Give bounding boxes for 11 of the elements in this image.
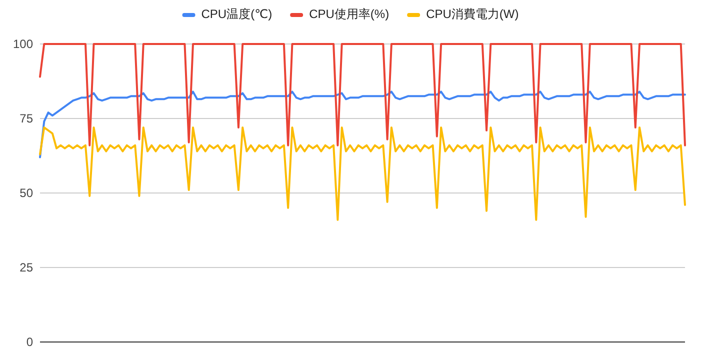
legend-label: CPU温度(℃) xyxy=(201,7,272,21)
y-tick-label: 100 xyxy=(12,37,34,51)
y-tick-label: 25 xyxy=(20,260,34,274)
y-tick-label: 75 xyxy=(20,112,34,126)
legend-label: CPU使用率(%) xyxy=(309,7,390,21)
y-tick-label: 0 xyxy=(26,335,34,349)
legend-label: CPU消費電力(W) xyxy=(426,7,519,21)
y-tick-label: 50 xyxy=(20,186,34,200)
line-series xyxy=(39,43,686,146)
line-series xyxy=(39,90,686,158)
line-series xyxy=(39,126,686,221)
